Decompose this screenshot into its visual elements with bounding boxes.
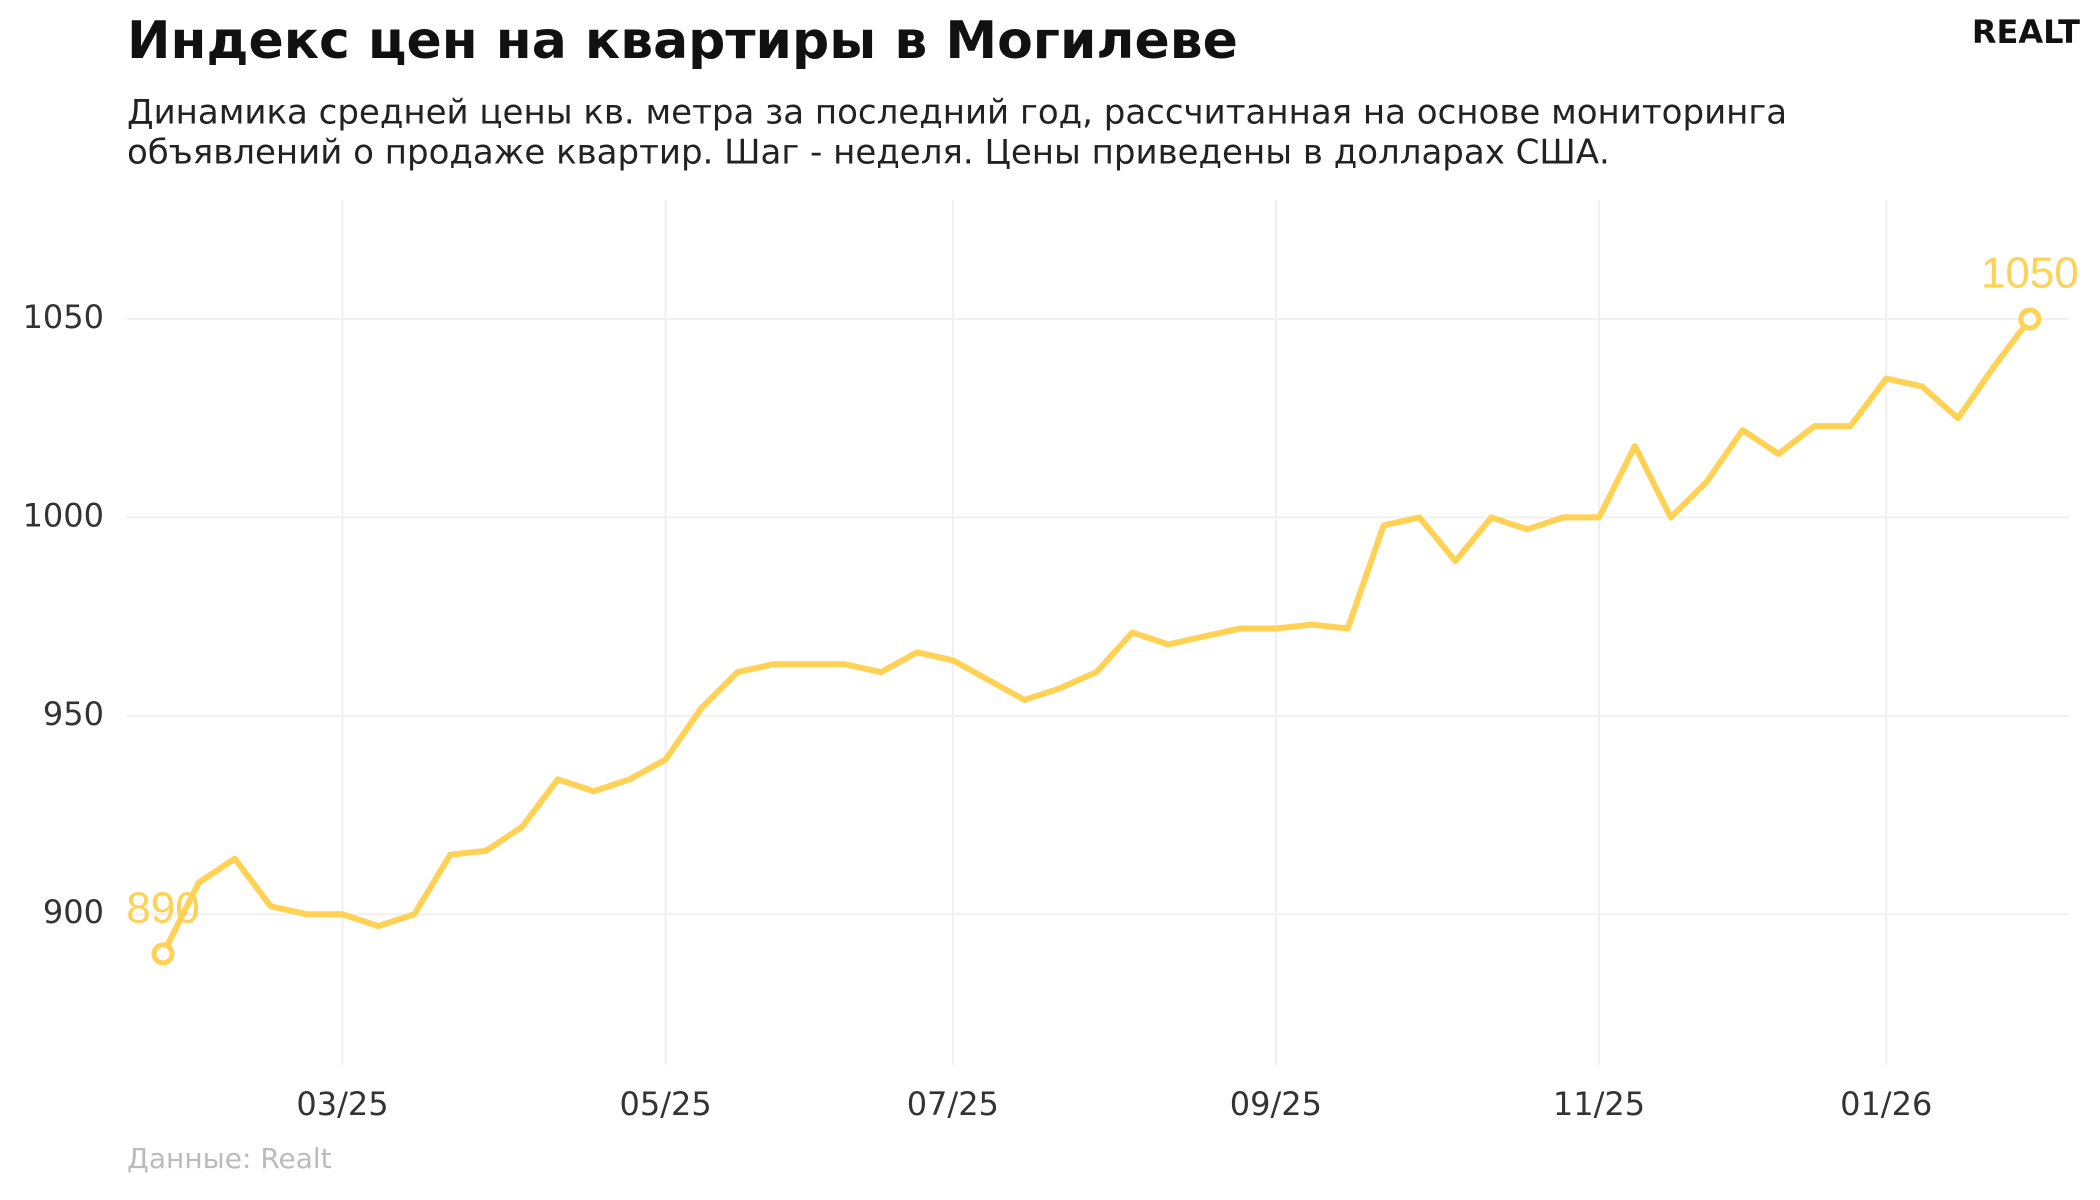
x-tick-label: 07/25 (907, 1085, 999, 1123)
y-tick-label: 1050 (23, 298, 104, 336)
y-tick-label: 1000 (23, 496, 104, 534)
end-point (151, 942, 175, 966)
y-tick-label: 900 (43, 893, 104, 931)
x-tick-label: 03/25 (296, 1085, 388, 1123)
subtitle: объявлений о продаже квартир. Шаг - неде… (127, 133, 1610, 173)
x-tick-label: 09/25 (1230, 1085, 1322, 1123)
source: Данные: Realt (127, 1142, 332, 1175)
data-label: 1050 (1981, 249, 2079, 298)
x-tick-label: 05/25 (619, 1085, 711, 1123)
subtitle: Динамика средней цены кв. метра за после… (127, 93, 1787, 133)
line (160, 316, 2033, 957)
chart-title: Индекс цен на квартиры в Могилеве (127, 11, 1238, 71)
end-point (2018, 307, 2042, 331)
x-tick-label: 01/26 (1840, 1085, 1932, 1123)
data-label: 890 (126, 884, 199, 933)
x-tick-label: 11/25 (1553, 1085, 1645, 1123)
logo: REALT (1972, 13, 2080, 51)
y-tick-label: 950 (43, 695, 104, 733)
